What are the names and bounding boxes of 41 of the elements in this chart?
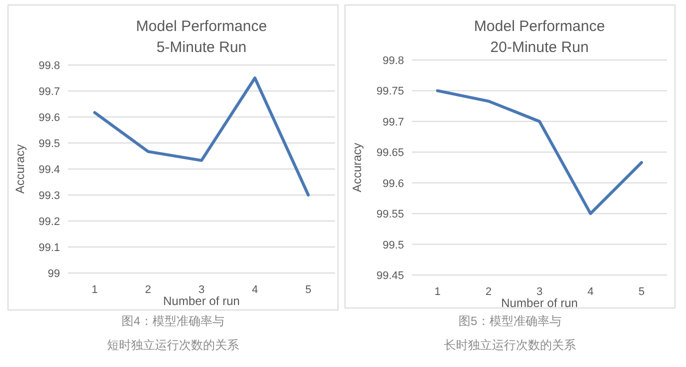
x-tick-label: 1 [434, 286, 441, 298]
x-tick-label: 3 [198, 284, 205, 296]
y-tick-label: 99.6 [38, 112, 60, 124]
y-tick-label: 99 [48, 268, 60, 280]
chart-subtitle: 5-Minute Run [156, 39, 247, 56]
y-tick-label: 99.6 [382, 178, 404, 190]
y-tick-label: 99.2 [38, 216, 60, 228]
line-series [436, 89, 643, 216]
y-tick-label: 99.4 [38, 164, 60, 176]
caption: 图4：模型准确率与 [122, 314, 224, 328]
x-tick-label: 3 [536, 286, 543, 298]
y-tick-label: 99.75 [376, 86, 404, 98]
y-tick-label: 99.7 [38, 86, 60, 98]
y-tick-label: 99.55 [376, 208, 404, 221]
y-tick-label: 99.5 [38, 138, 60, 150]
text: 短时独立运行次数的关系 [107, 338, 239, 352]
y-tick-label: 99.45 [376, 270, 404, 282]
y-axis-title: Accuracy [13, 144, 27, 194]
y-tick-label: 99.3 [38, 190, 60, 202]
x-tick-label: 2 [145, 284, 152, 296]
y-tick-label: 99.5 [382, 239, 404, 252]
x-tick-label: 5 [638, 286, 645, 298]
chart-title: Model Performance [136, 18, 267, 35]
y-tick-label: 99.1 [38, 242, 60, 254]
chart-title: Model Performance [474, 18, 605, 35]
x-tick-label: 2 [485, 286, 492, 298]
x-tick-label: 1 [92, 284, 98, 296]
x-tick-label: 4 [252, 284, 258, 296]
x-axis-title: Number of run [501, 296, 578, 310]
x-axis-title: Number of run [163, 294, 240, 308]
x-tick-label: 5 [305, 284, 312, 296]
chart-subtitle: 20-Minute Run [490, 39, 589, 56]
y-tick-label: 99.65 [376, 147, 404, 160]
caption: 图5：模型准确率与 [458, 314, 562, 328]
y-tick-label: 99.8 [38, 60, 60, 72]
text: 长时独立运行次数的关系 [444, 338, 576, 352]
y-tick-label: 99.8 [382, 55, 404, 67]
y-tick-label: 99.7 [382, 116, 404, 128]
y-axis-title: Accuracy [350, 142, 364, 192]
line-series [93, 76, 310, 196]
x-tick-label: 4 [587, 286, 594, 298]
